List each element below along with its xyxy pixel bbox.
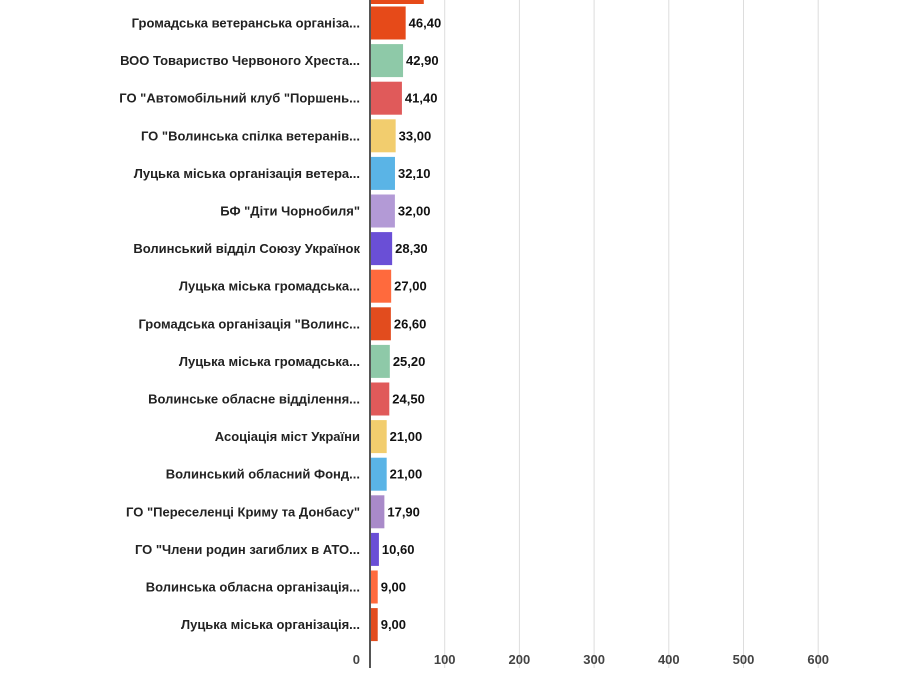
bar-14: [371, 495, 385, 529]
bar-11: [371, 382, 390, 416]
category-label-5: Луцька міська організація ветера...: [134, 166, 360, 181]
category-label-6: БФ "Діти Чорнобиля": [220, 204, 360, 219]
bar-17: [371, 608, 378, 642]
bar-partial-top: [370, 0, 424, 4]
value-label-17: 9,00: [381, 617, 406, 632]
bar-7: [371, 232, 393, 266]
category-label-10: Луцька міська громадська...: [179, 354, 360, 369]
x-tick-label-300: 300: [583, 652, 605, 667]
value-label-13: 21,00: [390, 467, 423, 482]
value-label-8: 27,00: [394, 279, 427, 294]
bar-12: [371, 420, 387, 454]
value-label-10: 25,20: [393, 354, 426, 369]
value-label-11: 24,50: [392, 392, 425, 407]
bar-9: [371, 307, 391, 341]
value-label-16: 9,00: [381, 580, 406, 595]
category-label-8: Луцька міська громадська...: [179, 279, 360, 294]
value-label-15: 10,60: [382, 542, 415, 557]
bar-8: [371, 269, 392, 303]
bar-5: [371, 156, 395, 190]
bar-4: [371, 119, 396, 153]
bar-6: [371, 194, 395, 228]
category-label-3: ГО "Автомобільний клуб "Поршень...: [119, 91, 360, 106]
value-label-4: 33,00: [399, 128, 432, 143]
value-label-1: 46,40: [409, 16, 442, 31]
category-label-12: Асоціація міст України: [215, 429, 360, 444]
category-label-9: Громадська організація "Волинс...: [138, 316, 360, 331]
bar-15: [371, 532, 379, 566]
x-tick-label-600: 600: [807, 652, 829, 667]
category-label-13: Волинський обласний Фонд...: [166, 467, 360, 482]
category-label-15: ГО "Члени родин загиблих в АТО...: [135, 542, 360, 557]
category-label-1: Громадська ветеранська організа...: [132, 16, 360, 31]
category-label-14: ГО "Переселенці Криму та Донбасу": [126, 504, 360, 519]
bar-2: [371, 44, 404, 78]
category-label-17: Луцька міська організація...: [181, 617, 360, 632]
category-label-4: ГО "Волинська спілка ветеранів...: [141, 128, 360, 143]
value-label-3: 41,40: [405, 91, 438, 106]
value-label-14: 17,90: [387, 504, 420, 519]
x-tick-label-100: 100: [434, 652, 456, 667]
bar-10: [371, 344, 390, 378]
category-label-2: ВОО Товариство Червоного Хреста...: [120, 53, 360, 68]
value-label-6: 32,00: [398, 204, 431, 219]
x-tick-label-400: 400: [658, 652, 680, 667]
x-tick-label-200: 200: [509, 652, 531, 667]
category-label-16: Волинська обласна організація...: [146, 580, 360, 595]
category-label-11: Волинське обласне відділення...: [148, 392, 360, 407]
bar-16: [371, 570, 378, 604]
value-label-5: 32,10: [398, 166, 431, 181]
bar-13: [371, 457, 387, 491]
bar-1: [371, 6, 406, 40]
value-label-7: 28,30: [395, 241, 428, 256]
value-label-12: 21,00: [390, 429, 423, 444]
x-tick-label-500: 500: [733, 652, 755, 667]
category-label-7: Волинський відділ Союзу Українок: [133, 241, 360, 256]
value-label-2: 42,90: [406, 53, 439, 68]
x-tick-label-0: 0: [353, 652, 360, 667]
value-label-9: 26,60: [394, 316, 427, 331]
bar-3: [371, 81, 402, 115]
